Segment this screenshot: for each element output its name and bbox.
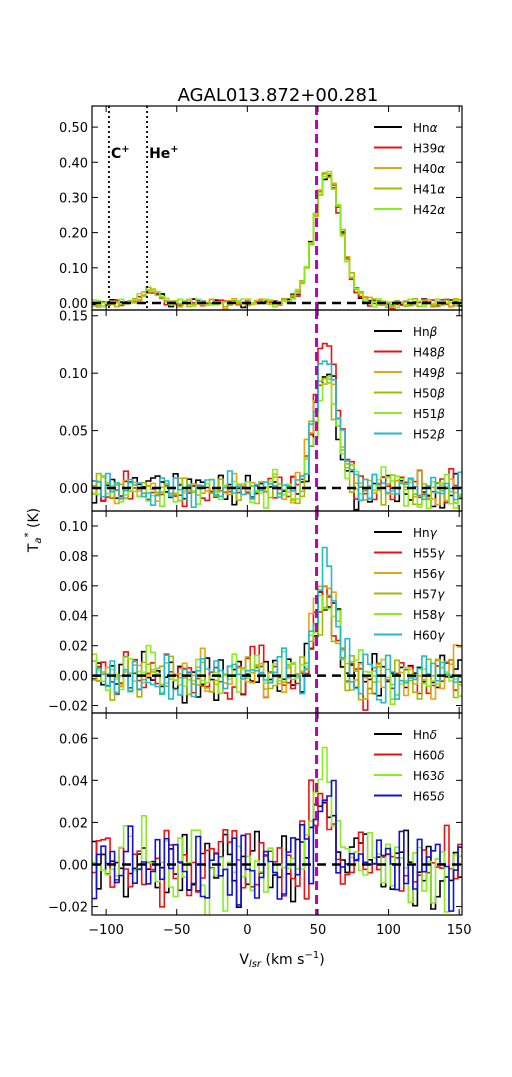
y-tick-label: 0.20: [59, 227, 88, 242]
spectrum-line-h60-gamma: [92, 546, 462, 704]
x-tick-label: −50: [163, 923, 190, 938]
y-tick-label: 0.08: [59, 550, 88, 565]
panel-delta: −0.02 0.00 0.02 0.04 0.06 −100 −50 0 50 100 150 Hnδ…: [48, 712, 472, 938]
y-tick-label: −0.02: [48, 901, 88, 916]
y-tick-label: 0.04: [59, 610, 88, 625]
legend-label: H58γ: [413, 608, 445, 622]
legend-label: H40α: [413, 162, 445, 176]
spectrum-line-h42-alpha: [92, 170, 462, 309]
legend-label: H48β: [413, 346, 445, 360]
spectrum-line-h65-delta: [92, 779, 462, 912]
y-tick-label: 0.00: [59, 482, 88, 497]
legend-label: H60γ: [413, 629, 445, 643]
panel-alpha: C+ He+ 0.00 0.10 0.20 0.30 0.40 0.50 Hnα H39α H40α…: [59, 105, 463, 312]
legend-label: H51β: [413, 407, 445, 421]
y-axis-label: Ta* (K): [23, 508, 44, 553]
legend-label: H55γ: [413, 547, 445, 561]
y-tick-label: 0.04: [59, 774, 88, 789]
y-tick-label: 0.06: [59, 580, 88, 595]
y-tick-label: 0.50: [59, 121, 88, 136]
y-tick-label: 0.10: [59, 262, 88, 277]
x-tick-label: 50: [310, 923, 327, 938]
y-tick-label: 0.10: [59, 520, 88, 535]
legend-label: H49β: [413, 366, 445, 380]
marker-label-he: He+: [149, 144, 179, 162]
chart-title: AGAL013.872+00.281: [178, 85, 379, 106]
legend-label: H50β: [413, 387, 445, 401]
x-tick-label: −100: [88, 923, 124, 938]
y-tick-label: 0.00: [59, 297, 88, 312]
legend-label: H65δ: [413, 790, 445, 804]
legend-label: H57γ: [413, 588, 445, 602]
legend-label: Hnγ: [413, 526, 438, 540]
spectrum-line-h52-beta: [92, 360, 462, 508]
panels-group: C+ He+ 0.00 0.10 0.20 0.30 0.40 0.50 Hnα H39α H40α…: [48, 105, 472, 938]
legend-label: H41α: [413, 183, 445, 197]
y-tick-label: 0.00: [59, 670, 88, 685]
legend-label: Hnδ: [413, 728, 437, 742]
x-axis-label: Vlsr (km s−1): [239, 950, 324, 970]
panel-frame: [91, 712, 463, 916]
spectrum-line-h57-gamma: [92, 594, 462, 701]
marker-label-c: C+: [111, 144, 130, 162]
y-tick-label: 0.05: [59, 425, 88, 440]
y-tick-label: 0.10: [59, 367, 88, 382]
legend-label: H56γ: [413, 567, 445, 581]
y-tick-label: −0.02: [48, 700, 88, 715]
y-tick-label: 0.30: [59, 191, 88, 206]
legend-label: H52β: [413, 428, 445, 442]
y-tick-label: 0.00: [59, 859, 88, 874]
legend-label: H60δ: [413, 749, 445, 763]
y-tick-label: 0.40: [59, 156, 88, 171]
panel-beta: 0.00 0.05 0.10 0.15 Hnβ H48β H49β H50β H51β H52β: [59, 309, 463, 512]
y-tick-label: 0.02: [59, 640, 88, 655]
legend-label: Hnβ: [413, 325, 438, 339]
panel-gamma: −0.02 0.00 0.02 0.04 0.06 0.08 0.10 Hnγ H55γ H56γ…: [48, 510, 463, 715]
legend-label: H63δ: [413, 769, 445, 783]
legend-label: Hnα: [413, 121, 438, 135]
legend-label: H39α: [413, 142, 445, 156]
x-tick-label: 150: [447, 923, 472, 938]
legend-label: H42α: [413, 203, 445, 217]
y-tick-label: 0.06: [59, 732, 88, 747]
x-tick-label: 0: [243, 923, 251, 938]
y-tick-label: 0.02: [59, 816, 88, 831]
y-tick-label: 0.15: [59, 310, 88, 325]
x-tick-label: 100: [376, 923, 401, 938]
